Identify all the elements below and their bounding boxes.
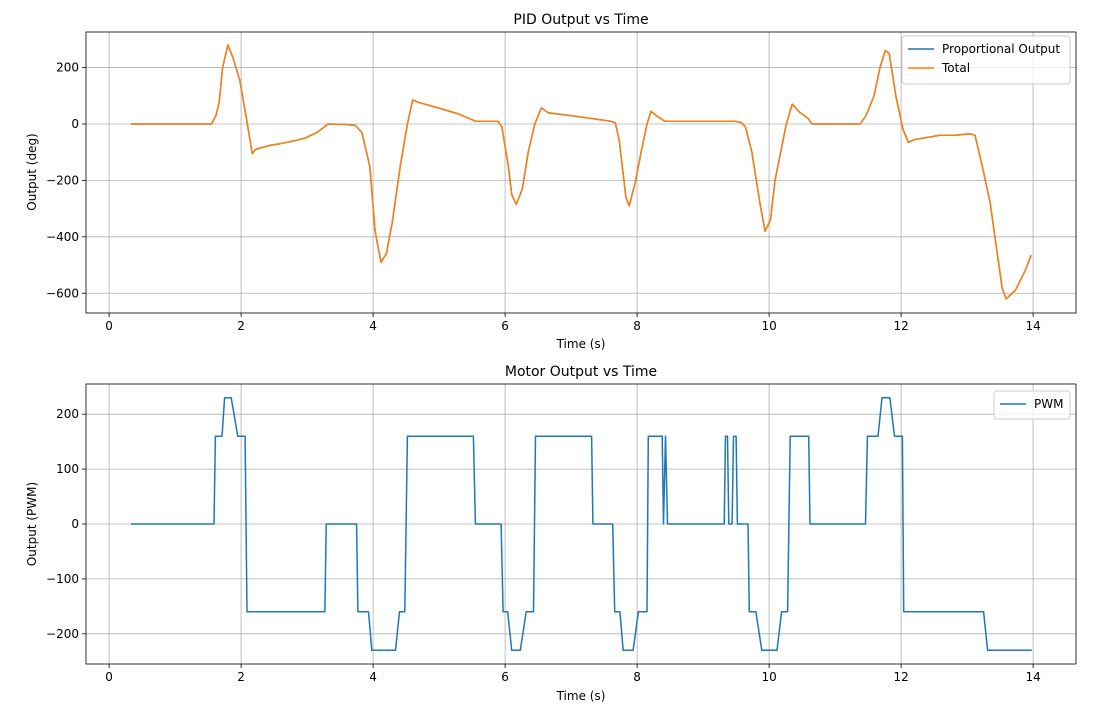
x-tick-label: 4: [369, 319, 377, 333]
y-tick-label: −200: [46, 627, 79, 641]
legend-box: [993, 390, 1071, 420]
x-tick-label: 6: [501, 670, 509, 684]
pid-output-chart: PID Output vs Time Time (s) Output (deg)…: [25, 12, 1077, 351]
legend-box: [901, 35, 1071, 85]
x-tick-label: 2: [237, 319, 245, 333]
y-tick-label: −400: [46, 230, 79, 244]
x-tick-label: 0: [105, 319, 113, 333]
y-tick-label: 200: [56, 61, 79, 75]
legend-label: PWM: [1034, 397, 1063, 411]
x-tick-label: 2: [237, 670, 245, 684]
y-tick-label: −600: [46, 286, 79, 300]
y-tick-label: 0: [71, 117, 79, 131]
x-axis-label: Time (s): [556, 337, 606, 351]
axes-frame: [85, 383, 1077, 665]
y-axis-label: Output (deg): [25, 133, 39, 210]
series-line-proportional-output: [130, 44, 1032, 300]
x-tick-label: 10: [761, 319, 776, 333]
y-tick-label: −200: [46, 173, 79, 187]
grid: [86, 384, 1076, 664]
y-tick-label: −100: [46, 572, 79, 586]
axes-frame: [85, 31, 1077, 314]
legend-label: Total: [941, 61, 970, 75]
motor-output-chart: Motor Output vs Time Time (s) Output (PW…: [25, 364, 1077, 703]
x-tick-label: 10: [761, 670, 776, 684]
x-tick-label: 12: [893, 319, 908, 333]
chart-title: PID Output vs Time: [513, 12, 648, 28]
legend-label: Proportional Output: [942, 42, 1060, 56]
x-tick-label: 8: [633, 319, 641, 333]
y-tick-label: 100: [56, 462, 79, 476]
legend: PWM: [993, 390, 1071, 420]
x-axis-label: Time (s): [556, 689, 606, 703]
y-tick-label: 200: [56, 407, 79, 421]
x-tick-label: 8: [633, 670, 641, 684]
chart-title: Motor Output vs Time: [505, 364, 657, 380]
x-tick-label: 12: [893, 670, 908, 684]
x-tick-label: 4: [369, 670, 377, 684]
x-tick-label: 0: [105, 670, 113, 684]
series-line-pwm: [130, 396, 1032, 652]
y-axis-label: Output (PWM): [25, 482, 39, 566]
x-tick-label: 14: [1025, 319, 1040, 333]
legend: Proportional Output Total: [901, 35, 1071, 85]
x-tick-label: 14: [1025, 670, 1040, 684]
series-line-total: [130, 44, 1032, 300]
y-tick-label: 0: [71, 517, 79, 531]
x-tick-label: 6: [501, 319, 509, 333]
